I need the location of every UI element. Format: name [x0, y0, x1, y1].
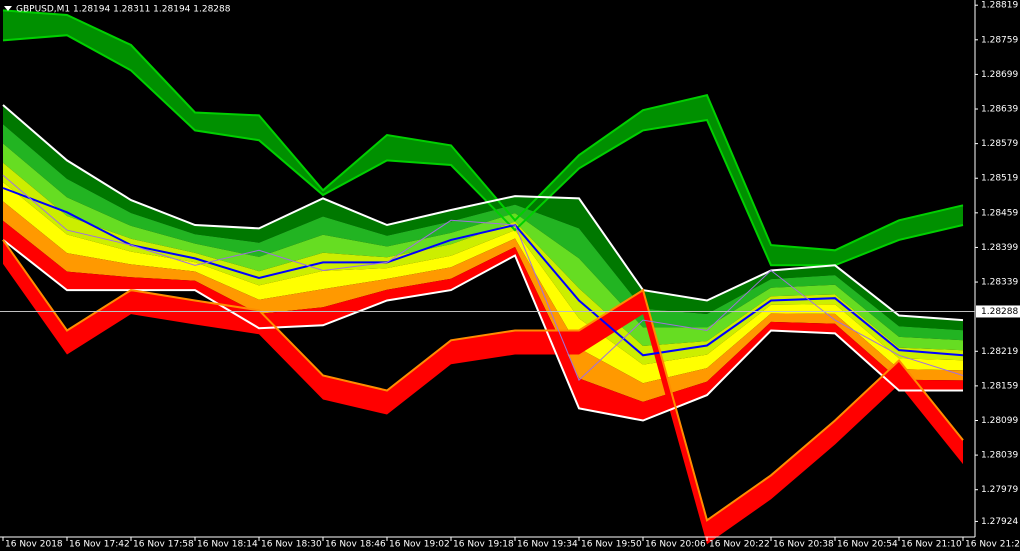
x-tick-label: 16 Nov 19:50: [581, 540, 642, 550]
x-tick-label: 16 Nov 20:06: [645, 540, 706, 550]
x-tick-label: 16 Nov 2018: [5, 540, 63, 550]
series-line: [2, 187, 964, 357]
last-price-box: [976, 305, 1020, 318]
x-tick-label: 16 Nov 18:46: [325, 540, 386, 550]
series-line: [2, 34, 964, 267]
x-tick-label: 16 Nov 18:30: [261, 540, 322, 550]
series-line: [2, 174, 964, 381]
y-tick-label: 1.28039: [981, 451, 1018, 461]
series-line: [2, 104, 964, 322]
series-line: [2, 239, 963, 422]
y-tick-label: 1.28099: [981, 416, 1018, 426]
symbol-menu-arrow[interactable]: [4, 6, 12, 11]
y-tick-label: 1.27924: [981, 517, 1018, 527]
chart-title: GBPUSD,M1 1.28194 1.28311 1.28194 1.2828…: [16, 5, 231, 15]
series-line: [2, 239, 964, 522]
x-tick-label: 16 Nov 17:42: [69, 540, 130, 550]
y-tick-label: 1.28759: [981, 35, 1018, 45]
x-tick-label: 16 Nov 19:02: [389, 540, 450, 550]
x-tick-label: 16 Nov 21:26: [965, 540, 1020, 550]
series-line: [2, 9, 964, 252]
x-tick-label: 16 Nov 20:54: [837, 540, 898, 550]
x-tick-label: 16 Nov 17:58: [133, 540, 194, 550]
y-tick-label: 1.28339: [981, 278, 1018, 288]
plot-area: [2, 9, 964, 545]
y-tick-label: 1.28519: [981, 174, 1018, 184]
y-tick-label: 1.28219: [981, 347, 1018, 357]
y-tick-label: 1.28639: [981, 105, 1018, 115]
last-price-label: 1.28288: [981, 307, 1018, 317]
lower-band: [3, 239, 963, 545]
x-tick-label: 16 Nov 21:10: [901, 540, 962, 550]
y-tick-label: 1.28819: [981, 1, 1018, 11]
y-tick-label: 1.28159: [981, 381, 1018, 391]
x-tick-label: 16 Nov 18:14: [197, 540, 258, 550]
envelope-band: [3, 143, 963, 351]
x-tick-label: 16 Nov 20:38: [773, 540, 834, 550]
x-tick-label: 16 Nov 20:22: [709, 540, 770, 550]
x-tick-label: 16 Nov 19:34: [517, 540, 578, 550]
y-tick-label: 1.28579: [981, 139, 1018, 149]
upper-band: [3, 10, 963, 266]
x-tick-label: 16 Nov 19:18: [453, 540, 514, 550]
y-tick-label: 1.28399: [981, 243, 1018, 253]
y-tick-label: 1.28459: [981, 208, 1018, 218]
envelope-band: [3, 220, 963, 421]
y-tick-label: 1.28699: [981, 70, 1018, 80]
y-tick-label: 1.27979: [981, 485, 1018, 495]
